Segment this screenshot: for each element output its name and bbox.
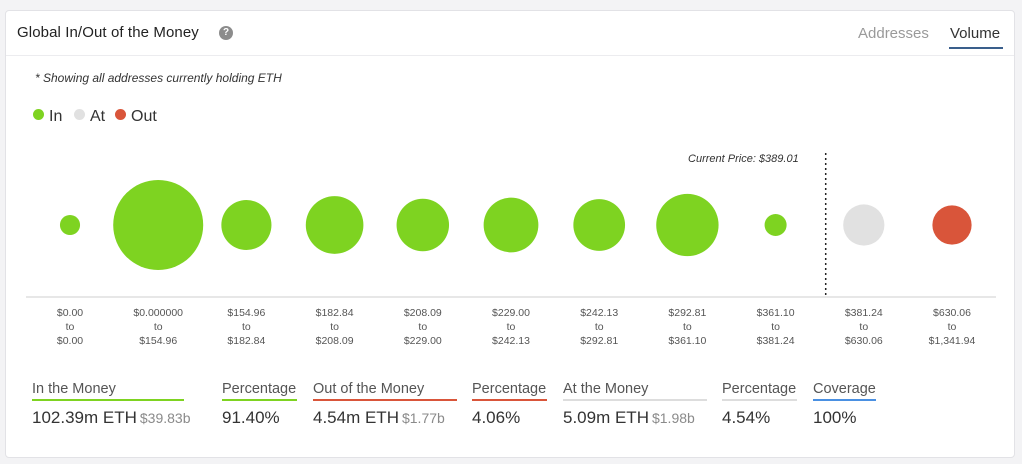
legend-label-in: In [49, 108, 63, 125]
tick-label-from: $208.09 [404, 307, 442, 319]
stats-row: In the Money 102.39m ETH $39.83b Percenta… [6, 381, 1014, 441]
stat-value-sub: $1.77b [401, 410, 445, 426]
stat-label: In the Money [32, 381, 184, 401]
tick-label-from: $154.96 [227, 307, 265, 319]
stat-label: Percentage [472, 381, 547, 401]
stat-label: Out of the Money [313, 381, 457, 401]
tick-label-from: $0.00 [57, 307, 83, 319]
bubble-in[interactable] [396, 198, 450, 252]
tick-label-to-word: to [771, 321, 780, 333]
tab-volume[interactable]: Volume [949, 25, 1004, 49]
tick-label-from: $292.81 [668, 307, 706, 319]
bubble-in[interactable] [305, 196, 364, 254]
stat-value: 91.40% [222, 408, 297, 428]
bubble-in[interactable] [113, 180, 204, 270]
stat-value: 4.54m ETH $1.77b [313, 408, 457, 428]
legend-dot-out [115, 109, 126, 120]
tick-label-to-word: to [683, 321, 692, 333]
tick-label-to: $242.13 [492, 335, 530, 347]
stat-value-main: 4.06% [472, 408, 521, 427]
tab-addresses[interactable]: Addresses [858, 25, 929, 42]
tick-label-to: $182.84 [227, 335, 265, 347]
tick-label-to-word: to [330, 321, 339, 333]
tick-label-to: $208.09 [316, 335, 354, 347]
stat-value: 4.06% [472, 408, 547, 428]
stat-value-sub: $39.83b [139, 410, 191, 426]
tick-label-to: $361.10 [668, 335, 706, 347]
bubble-chart: $0.00 to $0.00 $0.000000 to $154.96 $154.96 to $… [26, 153, 996, 347]
tick-label-to: $381.24 [757, 335, 795, 347]
current-price-label: Current Price: $389.01 [688, 153, 799, 165]
stat-out-of-the-money: Out of the Money 4.54m ETH $1.77b [313, 381, 457, 428]
tick-label-to-word: to [154, 321, 163, 333]
tick-label-to: $229.00 [404, 335, 442, 347]
legend-item-out[interactable]: Out [115, 108, 157, 126]
stat-value: 102.39m ETH $39.83b [32, 408, 191, 428]
tick-label-to-word: to [242, 321, 251, 333]
tick-label-from: $0.000000 [133, 307, 183, 319]
legend-item-in[interactable]: In [33, 108, 62, 126]
stat-at-the-money: At the Money 5.09m ETH $1.98b [563, 381, 707, 428]
stat-value: 100% [813, 408, 876, 428]
question-icon[interactable]: ? [219, 26, 233, 40]
stat-value-main: 102.39m ETH [32, 408, 137, 427]
tick-label-to: $292.81 [580, 335, 618, 347]
stat-coverage: Coverage 100% [813, 381, 876, 428]
stat-value-main: 5.09m ETH [563, 408, 649, 427]
stat-in-percentage: Percentage 91.40% [222, 381, 297, 428]
tick-label-to-word: to [418, 321, 427, 333]
bubble-in[interactable] [764, 213, 787, 237]
bubble-in[interactable] [59, 214, 81, 236]
stat-value-main: 100% [813, 408, 857, 427]
legend-label-out: Out [131, 108, 157, 125]
stat-in-the-money: In the Money 102.39m ETH $39.83b [32, 381, 191, 428]
stat-label: Percentage [722, 381, 797, 401]
legend-label-at: At [90, 108, 106, 125]
bubble-at[interactable] [843, 204, 885, 246]
stat-label: Coverage [813, 381, 876, 401]
stat-at-percentage: Percentage 4.54% [722, 381, 797, 428]
legend-dot-in [33, 109, 44, 120]
tick-label-to-word: to [595, 321, 604, 333]
card-title: Global In/Out of the Money [17, 24, 199, 41]
holding-note: * Showing all addresses currently holdin… [35, 71, 282, 85]
tick-label-from: $381.24 [845, 307, 883, 319]
tick-label-to-word: to [507, 321, 516, 333]
stat-out-percentage: Percentage 4.06% [472, 381, 547, 428]
tick-label-to-word: to [66, 321, 75, 333]
tick-label-to-word: to [859, 321, 868, 333]
stat-label: Percentage [222, 381, 297, 401]
stat-label: At the Money [563, 381, 707, 401]
stat-value-main: 4.54m ETH [313, 408, 399, 427]
tick-label-to: $630.06 [845, 335, 883, 347]
card-header: Global In/Out of the Money ? Addresses V… [6, 11, 1014, 56]
stat-value-main: 4.54% [722, 408, 771, 427]
stat-value: 5.09m ETH $1.98b [563, 408, 707, 428]
tick-label-from: $229.00 [492, 307, 530, 319]
stat-value-sub: $1.98b [651, 410, 695, 426]
stat-value-main: 91.40% [222, 408, 280, 427]
bubble-out[interactable] [932, 205, 972, 245]
tick-label-from: $182.84 [316, 307, 354, 319]
tick-label-from: $361.10 [757, 307, 795, 319]
tick-label-to-word: to [948, 321, 957, 333]
legend-dot-at [74, 109, 85, 120]
tick-label-from: $630.06 [933, 307, 971, 319]
bubble-in[interactable] [573, 199, 626, 251]
chart-card: Global In/Out of the Money ? Addresses V… [5, 10, 1015, 458]
tick-label-to: $154.96 [139, 335, 177, 347]
tick-label-from: $242.13 [580, 307, 618, 319]
stat-value: 4.54% [722, 408, 797, 428]
tick-label-to: $1,341.94 [929, 335, 976, 347]
bubble-in[interactable] [483, 197, 539, 253]
legend-item-at[interactable]: At [74, 108, 105, 126]
tick-label-to: $0.00 [57, 335, 83, 347]
bubble-in[interactable] [221, 199, 272, 251]
bubble-in[interactable] [656, 193, 719, 257]
